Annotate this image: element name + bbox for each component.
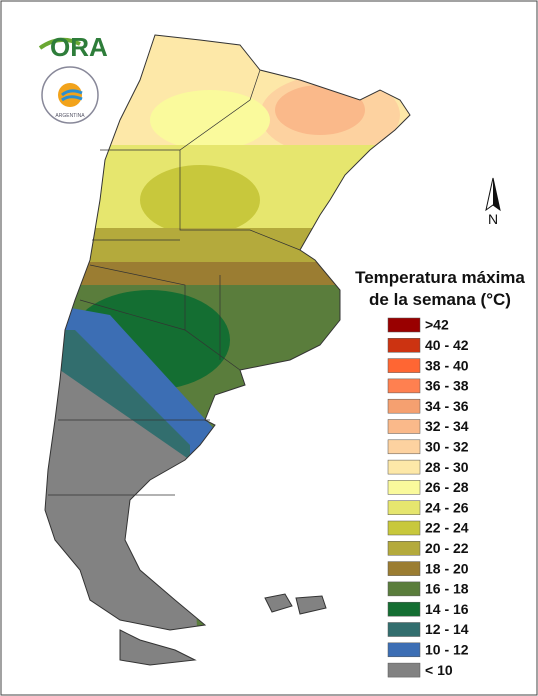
legend-label: 10 - 12 — [425, 642, 469, 658]
legend-swatch — [387, 561, 421, 576]
legend-label: >42 — [425, 317, 449, 333]
province-borders — [48, 69, 301, 496]
legend-label: < 10 — [425, 662, 453, 678]
north-label: N — [488, 211, 498, 227]
legend-swatch — [387, 541, 421, 556]
legend-swatch — [387, 622, 421, 637]
logo: ORA ARGENTINA — [38, 32, 108, 124]
legend-label: 32 - 34 — [425, 418, 469, 434]
legend-swatch — [387, 459, 421, 475]
legend-title: Temperatura máxima — [355, 268, 525, 287]
legend-swatch — [387, 317, 421, 333]
legend: >42 40 - 42 38 - 40 36 - 38 34 - 36 32 - 34 30… — [387, 317, 469, 678]
legend-label: 18 - 20 — [425, 560, 469, 576]
legend-swatch — [387, 480, 421, 495]
legend-swatch — [387, 378, 421, 394]
legend-label: 40 - 42 — [425, 337, 469, 353]
legend-swatch — [387, 642, 421, 658]
legend-swatch — [387, 358, 421, 373]
seal-text: ARGENTINA — [55, 113, 85, 119]
legend-label: 12 - 14 — [425, 621, 469, 637]
legend-label: 36 - 38 — [425, 378, 469, 394]
legend-label: 28 - 30 — [425, 459, 469, 475]
legend-swatch — [387, 419, 421, 434]
legend-label: 26 - 28 — [425, 479, 469, 495]
north-arrow: N — [485, 177, 501, 227]
malvinas — [264, 593, 327, 615]
legend-swatch — [387, 662, 421, 678]
legend-label: 14 - 16 — [425, 601, 469, 617]
legend-swatch — [387, 439, 421, 455]
legend-swatch — [387, 398, 421, 414]
logo-text: ORA — [50, 32, 108, 62]
legend-label: 22 - 24 — [425, 520, 469, 536]
legend-label: 16 - 18 — [425, 581, 469, 597]
legend-label: 38 - 40 — [425, 357, 469, 373]
temperature-zone — [140, 165, 260, 235]
legend-label: 30 - 32 — [425, 439, 469, 455]
legend-label: 24 - 26 — [425, 499, 469, 515]
legend-swatch — [387, 500, 421, 515]
temperature-zone — [150, 90, 270, 150]
tierra-del-fuego — [119, 629, 197, 666]
legend-swatch — [387, 601, 421, 617]
temperature-zone — [50, 330, 190, 470]
legend-label: 34 - 36 — [425, 398, 469, 414]
legend-swatch — [387, 338, 421, 353]
temperature-zone — [275, 85, 365, 135]
legend-title: de la semana (°C) — [369, 290, 511, 309]
legend-swatch — [387, 520, 421, 536]
legend-label: 20 - 22 — [425, 540, 469, 556]
legend-swatch — [387, 581, 421, 597]
